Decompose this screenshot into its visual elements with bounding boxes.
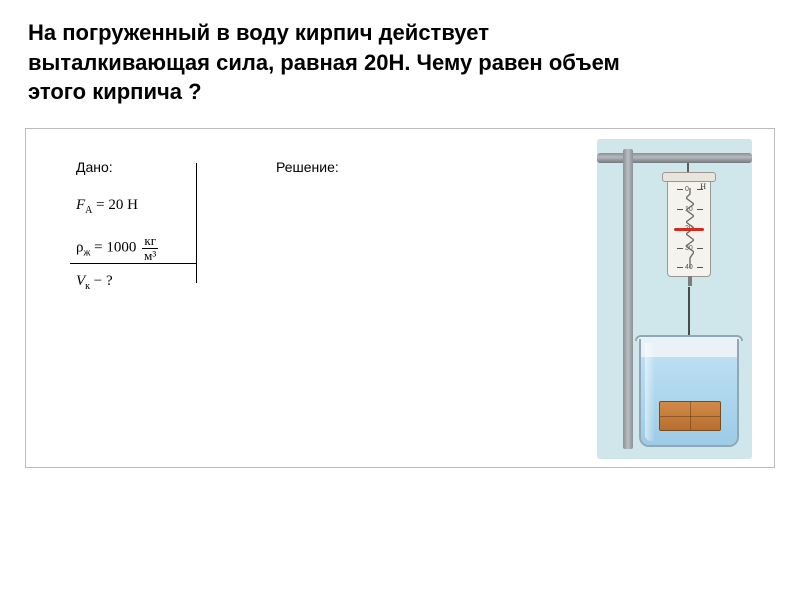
experiment-panel: Н 010203040 bbox=[597, 139, 752, 459]
value-force: = 20 Н bbox=[96, 197, 138, 213]
support-rod bbox=[597, 153, 752, 163]
symbol-V: V bbox=[76, 273, 85, 289]
worksheet-frame: Дано: FА = 20 Н ρж = 1000 кг м³ Vк − ? Р… bbox=[25, 128, 775, 468]
unit-num: кг bbox=[142, 234, 158, 249]
given-line-force: FА = 20 Н bbox=[76, 197, 226, 216]
question-text: На погруженный в воду кирпич действует в… bbox=[28, 18, 668, 107]
unit-den: м³ bbox=[142, 249, 158, 263]
given-block: Дано: FА = 20 Н ρж = 1000 кг м³ bbox=[76, 159, 226, 262]
dynamometer-hook bbox=[688, 276, 692, 286]
brick bbox=[659, 401, 721, 431]
dynamometer-needle bbox=[674, 228, 704, 231]
unit-fraction: кг м³ bbox=[142, 234, 158, 262]
value-density: = 1000 bbox=[94, 240, 136, 256]
symbol-rho: ρ bbox=[76, 240, 84, 256]
dynamometer: Н 010203040 bbox=[667, 175, 711, 277]
symbol-F: F bbox=[76, 197, 85, 213]
subscript-zh: ж bbox=[84, 248, 91, 259]
divider-vertical bbox=[196, 163, 197, 283]
given-label: Дано: bbox=[76, 159, 226, 175]
solution-label: Решение: bbox=[276, 159, 339, 175]
divider-horizontal bbox=[70, 263, 196, 264]
dynamometer-cap bbox=[662, 172, 716, 182]
given-line-density: ρж = 1000 кг м³ bbox=[76, 234, 226, 262]
unknown-line: Vк − ? bbox=[76, 273, 113, 292]
subscript-A: А bbox=[85, 205, 92, 216]
unknown-tail: − ? bbox=[90, 273, 113, 289]
beaker bbox=[639, 339, 739, 447]
stand-pole bbox=[623, 149, 633, 449]
glass-shine bbox=[645, 343, 655, 441]
